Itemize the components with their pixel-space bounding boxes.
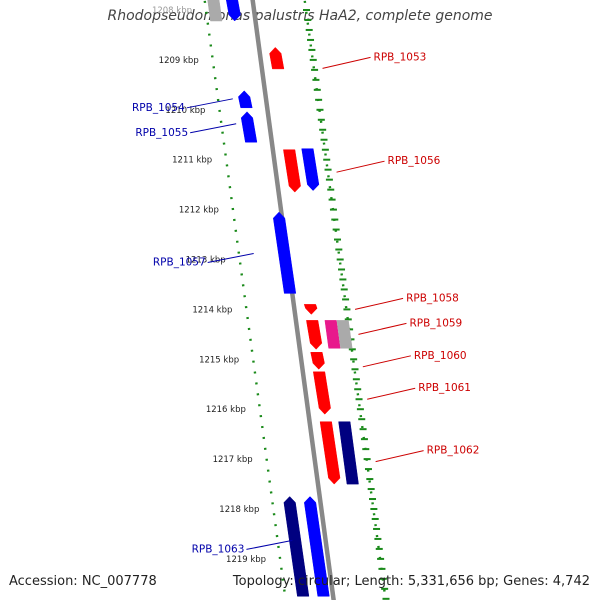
gene-labels: RPB_1053 RPB_1054 RPB_1055 RPB_1056 RPB_1057… [132,51,479,555]
leader-line [358,322,407,335]
leader-line [375,450,424,463]
leader-line [336,160,385,173]
leader-line [322,56,371,69]
gene-label-rpb_1053: RPB_1053 [374,51,427,63]
gene-feature [338,421,359,485]
tick-label: 1218 kbp [219,505,259,515]
gene-feature [238,90,253,109]
gene-feature [336,320,353,349]
genome-title: Rhodopseudomonas palustris HaA2, complet… [107,8,493,24]
tick-label: 1214 kbp [192,305,232,315]
gene-feature [240,111,258,143]
leader-line [190,123,237,134]
accession-text: Accession: NC_007778 [9,574,157,589]
leader-line [246,539,293,550]
gene-label-rpb_1058: RPB_1058 [406,292,459,304]
leader-line [362,355,411,368]
leader-line [186,98,233,109]
genome-backbone [250,0,336,600]
gene-label-rpb_1054: RPB_1054 [132,102,185,114]
gene-feature [273,211,297,294]
tick-label: 1210 kbp [165,106,205,116]
leader-line [207,253,254,263]
tick-label: 1215 kbp [199,355,239,365]
gene-feature [324,320,341,349]
tick-label: 1216 kbp [206,405,246,415]
gene-label-rpb_1062: RPB_1062 [427,445,480,457]
gene-features [207,0,359,597]
leader-line [367,387,416,400]
gene-feature [283,149,301,193]
gene-label-rpb_1056: RPB_1056 [388,155,441,167]
gene-label-rpb_1061: RPB_1061 [418,382,471,394]
tick-tracks [203,0,390,600]
gene-feature [303,304,318,315]
backbone-group [250,0,336,600]
gene-feature [319,421,341,485]
gene-label-rpb_1059: RPB_1059 [409,317,462,329]
gene-label-rpb_1060: RPB_1060 [414,350,467,362]
gene-feature [313,371,331,415]
tick-label: 1219 kbp [226,555,266,565]
gene-feature [310,352,325,370]
tick-label: 1208 kbp [152,6,192,16]
tick-label: 1217 kbp [213,455,253,465]
gene-feature [306,320,323,350]
gene-feature [269,47,285,70]
leader-line [354,297,404,310]
gene-feature [207,0,223,22]
tick-label: 1212 kbp [179,206,219,216]
gene-feature [304,496,330,597]
gene-feature [283,496,310,597]
gene-feature [226,0,241,22]
tick-label: 1213 kbp [186,256,226,266]
tick-labels: 1208 kbp 1209 kbp 1210 kbp 1211 kbp 1212 kbp… [152,6,266,565]
tick-label: 1209 kbp [159,56,199,66]
gene-feature [301,148,320,191]
tick-label: 1211 kbp [172,156,212,166]
topology-text: Topology: circular; Length: 5,331,656 bp… [232,574,590,589]
gene-label-rpb_1055: RPB_1055 [135,127,188,139]
gene-label-rpb_1057: RPB_1057 [153,257,206,269]
gene-label-rpb_1063: RPB_1063 [192,543,245,555]
